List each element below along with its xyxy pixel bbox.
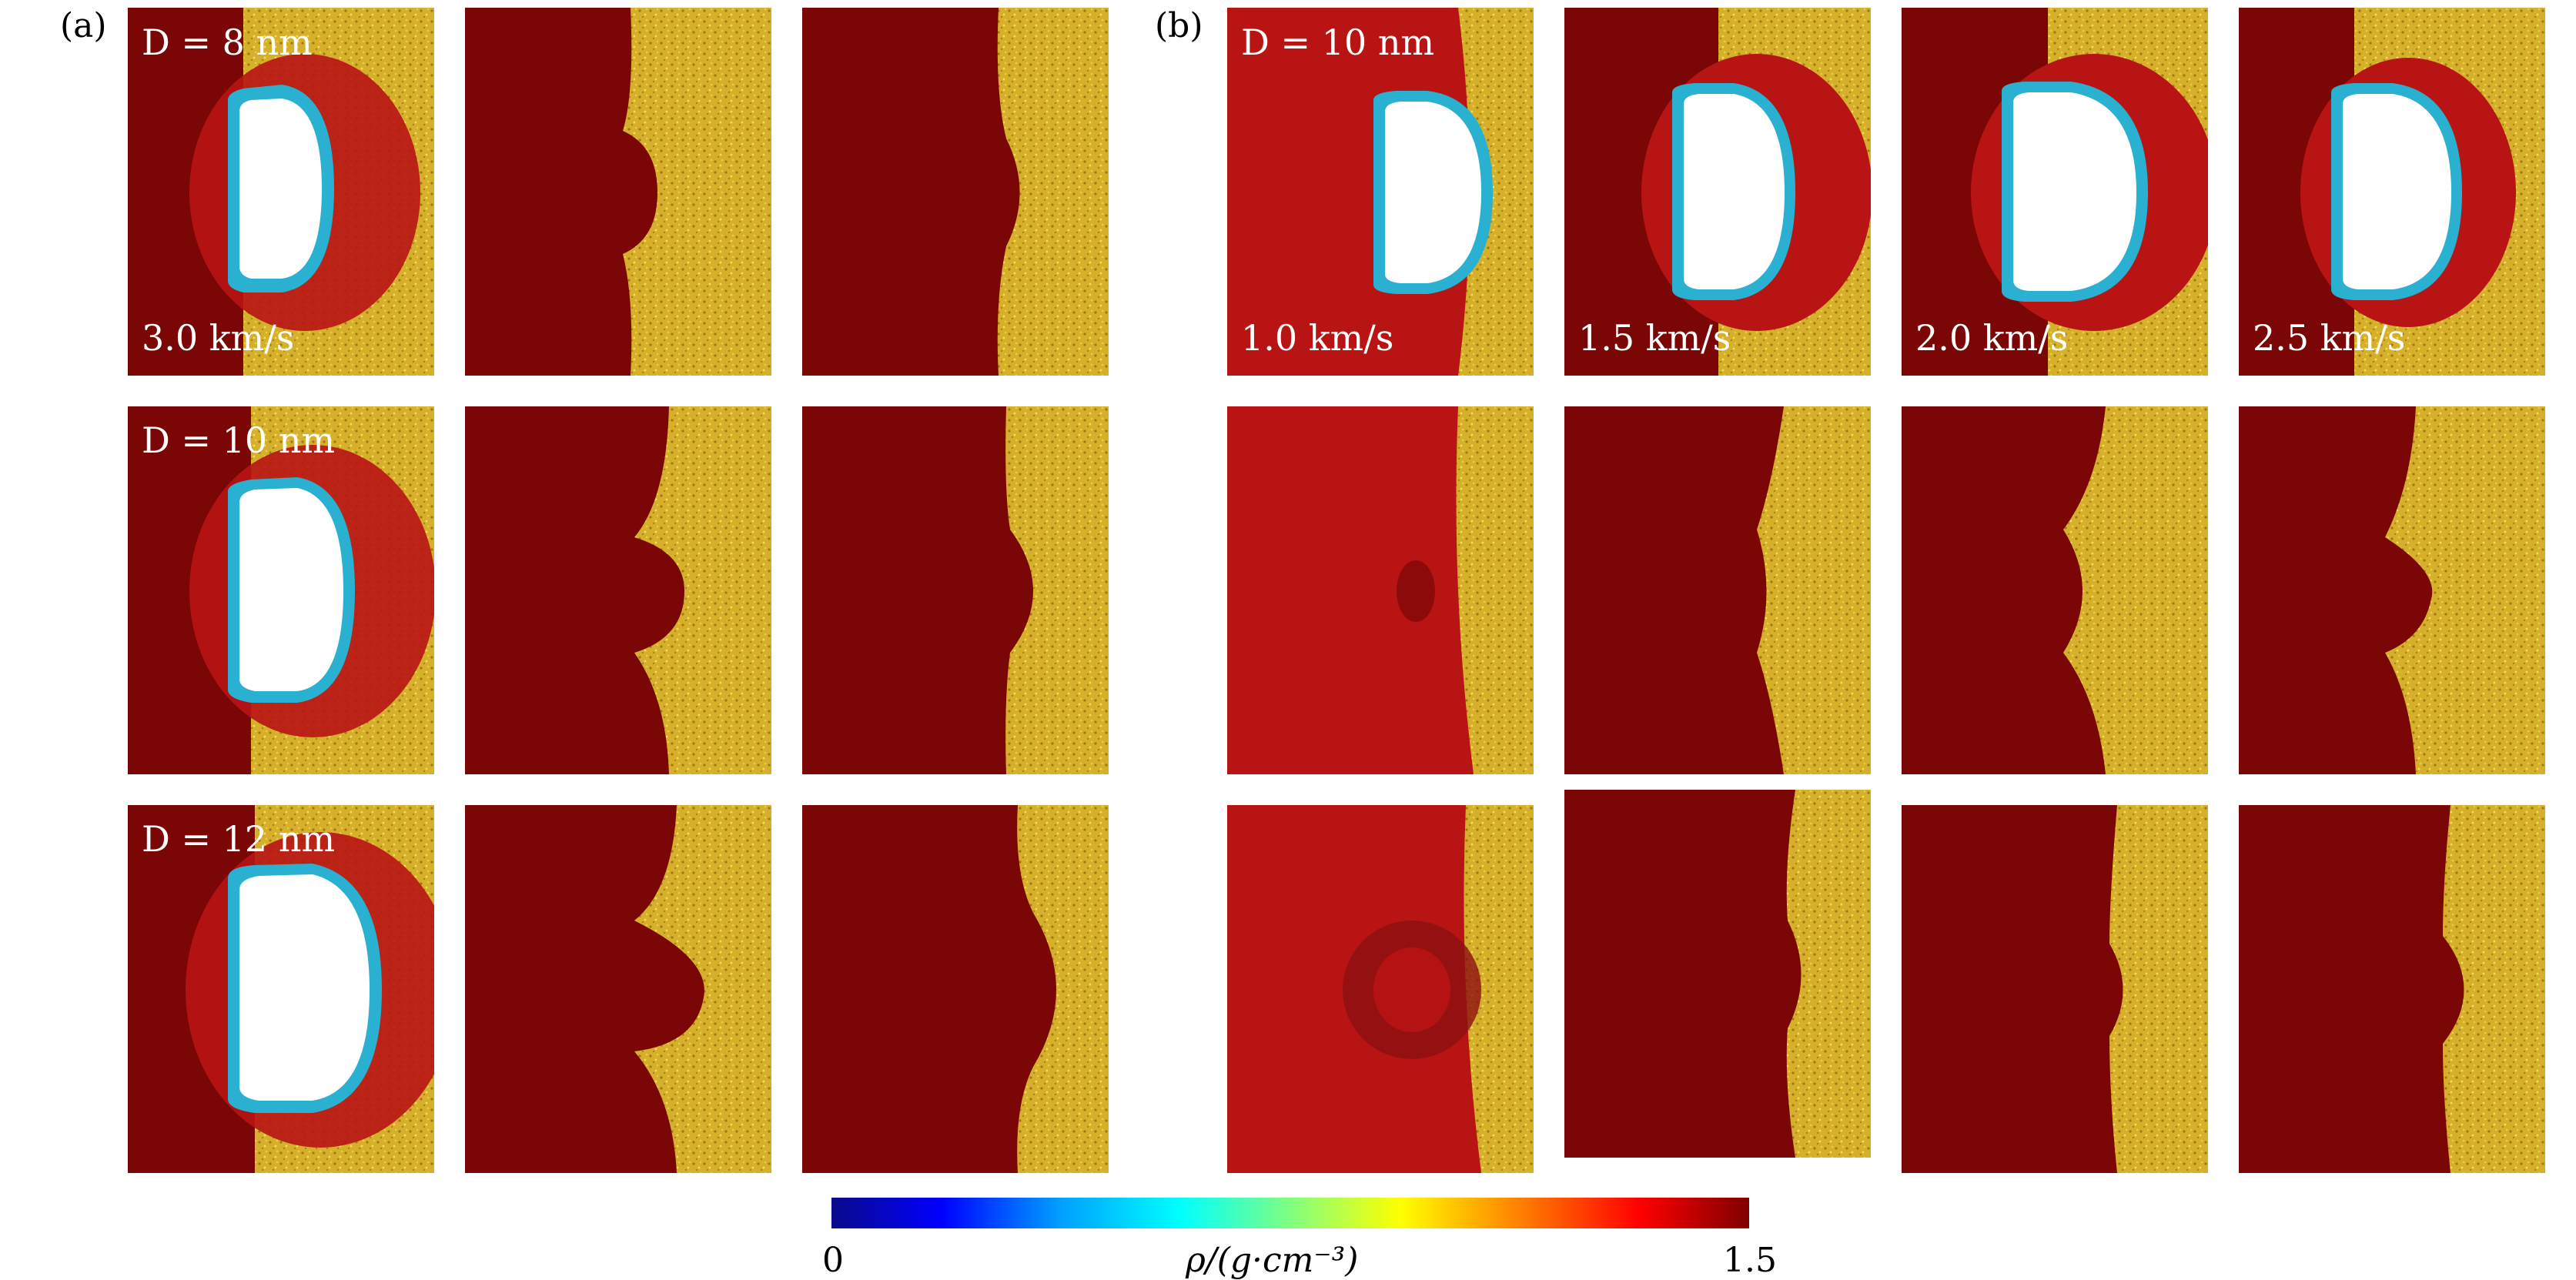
b-r3-c4-image [2239,805,2545,1173]
a-r3-c1-void-image [128,805,434,1173]
b-r3-c2-image [1564,790,1871,1158]
b-r2-c1-image [1227,406,1534,774]
label-a-velocity: 3.0 km/s [142,317,295,359]
colorbar-axis-label: ρ/(g·cm⁻³) [1186,1241,1359,1280]
b-r1-c4-void-image [2239,8,2545,376]
label-b-velocity-3: 2.0 km/s [1915,317,2069,359]
a-r1-c1-void-image [128,8,434,376]
colorbar-min-label: 0 [822,1241,844,1280]
colorbar [831,1198,1749,1228]
a-r3-c3-image [802,805,1109,1173]
a-r2-c2-image [465,406,771,774]
label-b-velocity-1: 1.0 km/s [1241,317,1394,359]
label-a-row3-diameter: D = 12 nm [142,818,336,860]
b-r3-c3-image [1902,805,2208,1173]
a-r3-c2-image [465,805,771,1173]
a-r1-c2-image [465,8,771,376]
b-r1-c3-void-image [1902,8,2208,376]
b-r2-c3-image [1902,406,2208,774]
b-r3-c1-image [1227,805,1534,1173]
a-r2-c1-void-image [128,406,434,774]
b-r1-c1-void-image [1227,8,1534,376]
label-b-diameter: D = 10 nm [1241,22,1435,63]
b-r1-c2-void-image [1564,8,1871,376]
panel-label-b: (b) [1155,6,1203,45]
a-r1-c3-image [802,8,1109,376]
b-r2-c2-image [1564,406,1871,774]
label-a-row1-diameter: D = 8 nm [142,22,313,63]
panel-label-a: (a) [60,6,107,45]
b-r2-c4-image [2239,406,2545,774]
label-b-velocity-2: 1.5 km/s [1578,317,1731,359]
label-a-row2-diameter: D = 10 nm [142,419,336,461]
colorbar-max-label: 1.5 [1723,1241,1777,1280]
a-r2-c3-image [802,406,1109,774]
label-b-velocity-4: 2.5 km/s [2253,317,2406,359]
